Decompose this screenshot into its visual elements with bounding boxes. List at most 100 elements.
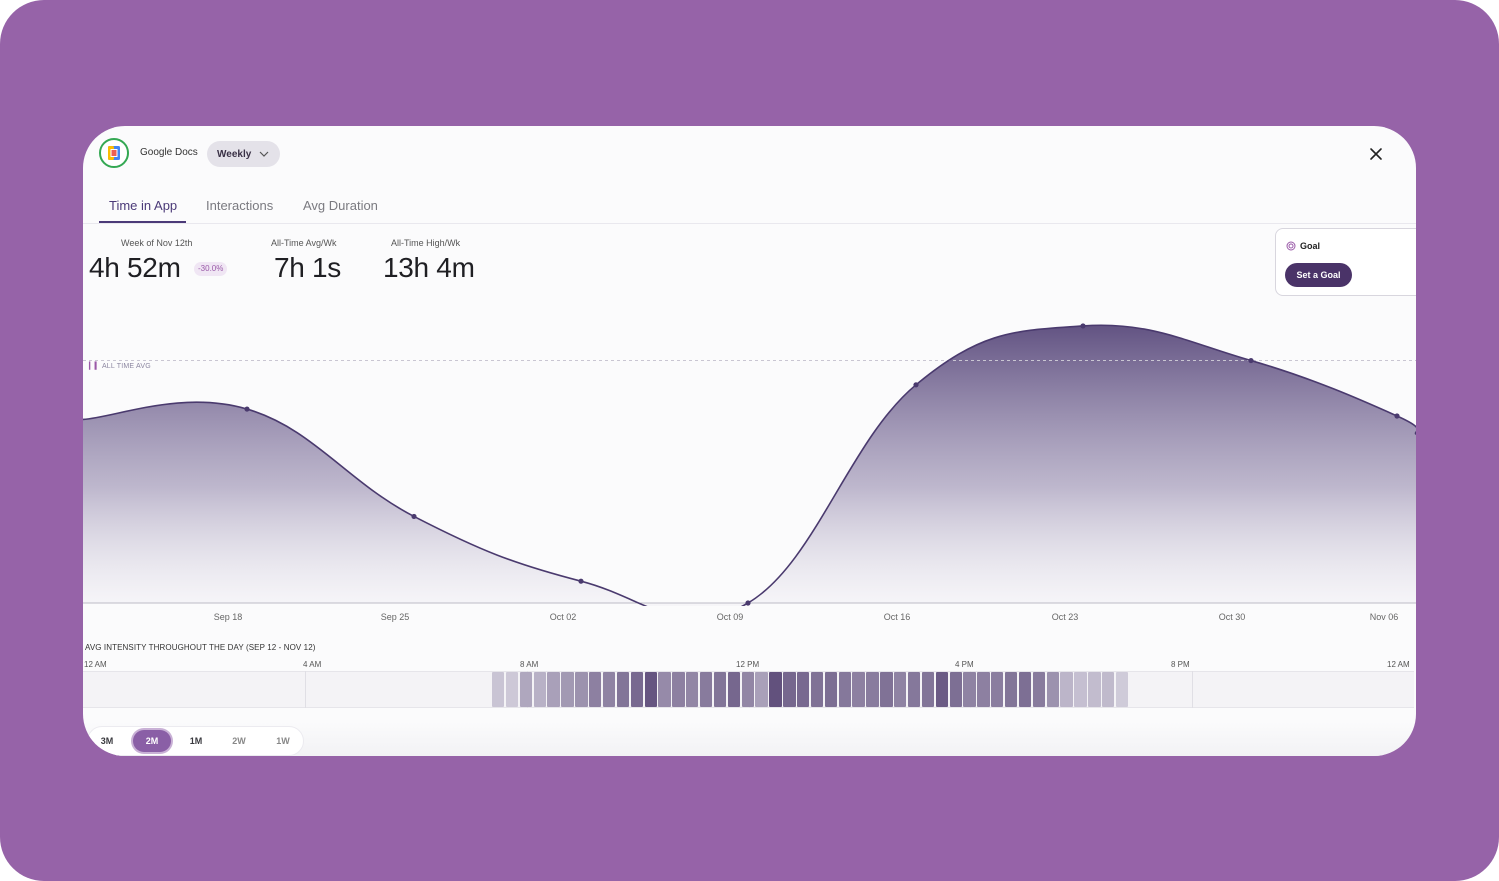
intensity-cell[interactable] bbox=[1004, 672, 1018, 707]
intensity-cell[interactable] bbox=[519, 672, 533, 707]
target-icon bbox=[1286, 241, 1296, 251]
x-tick-label: Oct 16 bbox=[883, 612, 911, 622]
intensity-cell[interactable] bbox=[602, 672, 616, 707]
data-point[interactable] bbox=[1248, 357, 1254, 364]
intensity-cell[interactable] bbox=[810, 672, 824, 707]
intensity-cell[interactable] bbox=[616, 672, 630, 707]
x-tick-label: Sep 25 bbox=[380, 612, 410, 622]
intensity-cell[interactable] bbox=[1115, 672, 1129, 707]
intensity-cell[interactable] bbox=[852, 672, 865, 707]
hour-divider bbox=[1192, 671, 1193, 708]
range-selector bbox=[87, 726, 304, 756]
docs-icon bbox=[108, 146, 120, 160]
stat-value-high: 13h 4m bbox=[383, 252, 475, 283]
period-dropdown-label: Weekly bbox=[217, 148, 252, 160]
intensity-cell[interactable] bbox=[1018, 672, 1032, 707]
active-tab-indicator bbox=[99, 221, 186, 223]
range-3m-button[interactable]: 3M bbox=[100, 736, 114, 746]
hour-label: 8 AM bbox=[520, 660, 539, 669]
set-goal-button[interactable]: Set a Goal bbox=[1285, 263, 1352, 287]
range-1m-button[interactable]: 1M bbox=[189, 736, 203, 746]
intensity-cell[interactable] bbox=[880, 672, 893, 707]
intensity-cell[interactable] bbox=[991, 672, 1004, 707]
data-point[interactable] bbox=[578, 578, 584, 584]
x-tick-label: Sep 18 bbox=[213, 612, 243, 622]
intensity-cell[interactable] bbox=[492, 672, 505, 707]
data-point[interactable] bbox=[411, 513, 417, 520]
hour-label: 4 AM bbox=[303, 660, 322, 669]
series-line bbox=[83, 324, 1416, 606]
intensity-cell[interactable] bbox=[533, 672, 546, 707]
intensity-cell[interactable] bbox=[658, 672, 671, 707]
intensity-cell[interactable] bbox=[894, 672, 907, 707]
intensity-cell[interactable] bbox=[935, 672, 949, 707]
stat-label-avg: All-Time Avg/Wk bbox=[271, 238, 337, 248]
intensity-cell[interactable] bbox=[797, 672, 810, 707]
data-point[interactable] bbox=[1080, 323, 1086, 329]
intensity-cell[interactable] bbox=[963, 672, 976, 707]
intensity-cell[interactable] bbox=[866, 672, 879, 707]
goal-panel: Goal Set a Goal bbox=[1275, 228, 1416, 296]
intensity-cell[interactable] bbox=[575, 672, 588, 707]
tab-avg-duration[interactable]: Avg Duration bbox=[303, 198, 378, 213]
intensity-cell[interactable] bbox=[1060, 672, 1073, 707]
intensity-cell[interactable] bbox=[561, 672, 574, 707]
intensity-cell[interactable] bbox=[1088, 672, 1101, 707]
intensity-cell[interactable] bbox=[755, 672, 768, 707]
data-point[interactable] bbox=[745, 600, 751, 606]
x-tick-label: Oct 09 bbox=[716, 612, 744, 622]
period-dropdown[interactable]: Weekly bbox=[207, 141, 280, 167]
data-point[interactable] bbox=[244, 406, 250, 412]
google-docs-app-icon bbox=[99, 138, 129, 168]
range-1w-button[interactable]: 1W bbox=[276, 736, 290, 746]
intensity-title: AVG INTENSITY THROUGHOUT THE DAY (SEP 12… bbox=[85, 643, 316, 652]
intensity-cell[interactable] bbox=[1102, 672, 1115, 707]
intensity-cell[interactable] bbox=[783, 672, 796, 707]
intensity-cell[interactable] bbox=[672, 672, 685, 707]
tabs-divider bbox=[83, 223, 1416, 224]
area-fill bbox=[83, 325, 1416, 606]
data-point[interactable] bbox=[1394, 413, 1400, 419]
intensity-cell[interactable] bbox=[824, 672, 838, 707]
intensity-cell[interactable] bbox=[699, 672, 713, 707]
stat-label-week: Week of Nov 12th bbox=[121, 238, 193, 248]
tab-time-in-app[interactable]: Time in App bbox=[109, 198, 178, 213]
app-stats-panel: Google Docs Weekly Time in App Interacti… bbox=[83, 126, 1416, 756]
hour-label: 4 PM bbox=[955, 660, 974, 669]
intensity-cell[interactable] bbox=[949, 672, 962, 707]
intensity-cell[interactable] bbox=[505, 672, 519, 707]
intensity-cell[interactable] bbox=[547, 672, 560, 707]
intensity-cell[interactable] bbox=[1046, 672, 1059, 707]
x-tick-label: Oct 30 bbox=[1218, 612, 1246, 622]
chevron-down-icon bbox=[259, 151, 269, 157]
intensity-cell[interactable] bbox=[921, 672, 935, 707]
time-in-app-chart bbox=[83, 323, 1416, 606]
stat-label-high: All-Time High/Wk bbox=[391, 238, 461, 248]
intensity-cell[interactable] bbox=[727, 672, 741, 707]
intensity-cell[interactable] bbox=[630, 672, 643, 707]
intensity-cell[interactable] bbox=[589, 672, 602, 707]
intensity-cell[interactable] bbox=[907, 672, 921, 707]
close-icon[interactable] bbox=[1367, 145, 1385, 163]
intensity-cell[interactable] bbox=[977, 672, 990, 707]
intensity-cell[interactable] bbox=[713, 672, 727, 707]
intensity-cell[interactable] bbox=[1032, 672, 1046, 707]
intensity-cell[interactable] bbox=[686, 672, 699, 707]
hour-label: 12 AM bbox=[1387, 660, 1410, 669]
hour-label: 12 AM bbox=[84, 660, 107, 669]
intensity-cell[interactable] bbox=[769, 672, 782, 707]
hour-divider bbox=[305, 671, 306, 708]
range-2w-button[interactable]: 2W bbox=[232, 736, 246, 746]
intensity-cell[interactable] bbox=[1074, 672, 1087, 707]
data-point[interactable] bbox=[913, 382, 919, 388]
all-time-avg-label: ▎▍ ALL TIME AVG bbox=[89, 362, 151, 370]
range-2m-button[interactable]: 2M bbox=[133, 730, 171, 752]
bar-chart-icon: ▎▍ bbox=[89, 363, 101, 370]
x-tick-label: Oct 02 bbox=[549, 612, 577, 622]
intensity-cell[interactable] bbox=[838, 672, 851, 707]
intensity-cell[interactable] bbox=[741, 672, 754, 707]
tab-interactions[interactable]: Interactions bbox=[206, 198, 274, 213]
app-name: Google Docs bbox=[140, 147, 198, 158]
intensity-cell[interactable] bbox=[644, 672, 657, 707]
